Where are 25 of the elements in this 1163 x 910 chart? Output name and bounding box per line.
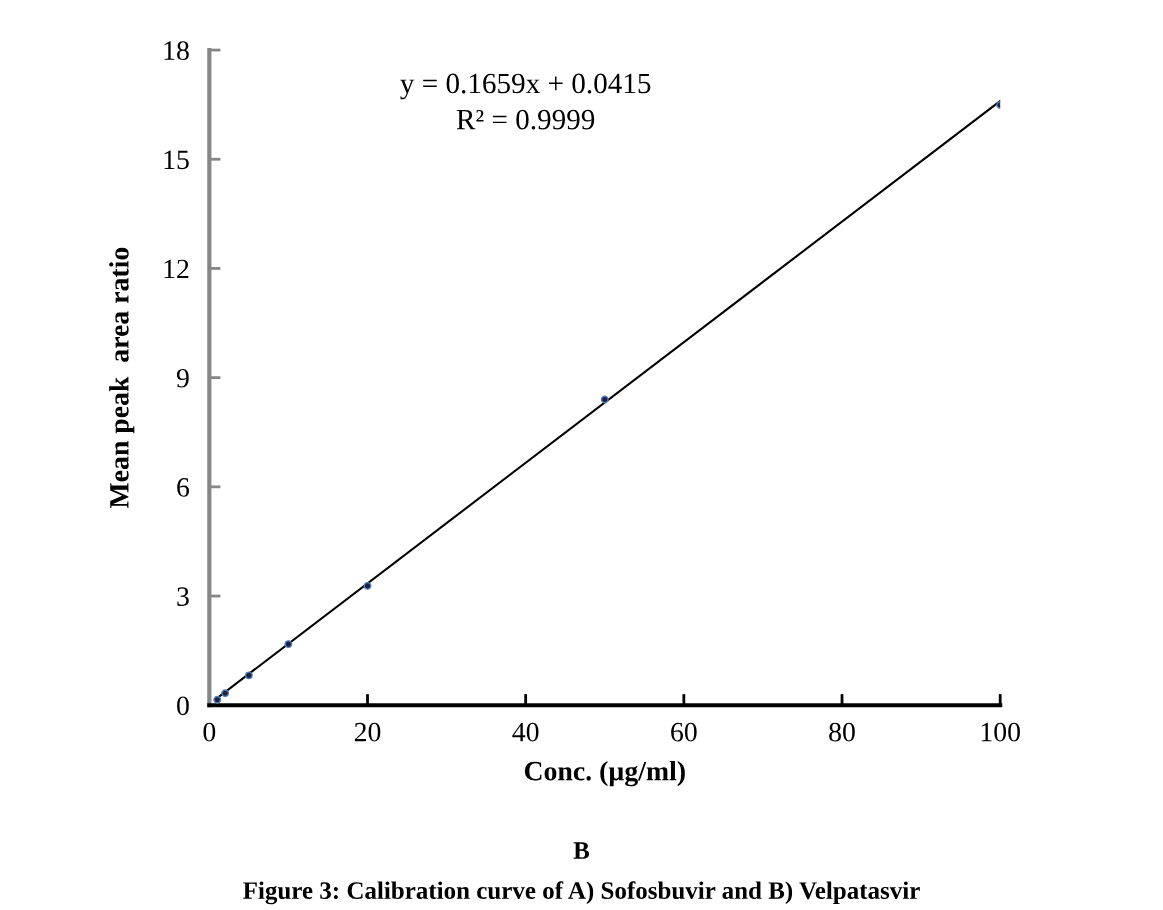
- annotation: R² = 0.9999: [456, 109, 595, 130]
- point: [284, 640, 293, 649]
- x-tick-label: 60: [671, 722, 697, 742]
- point: [244, 671, 253, 680]
- point: [221, 689, 230, 698]
- y-tick-label: 9: [176, 368, 189, 388]
- annotation: y = 0.1659x + 0.0415: [400, 73, 651, 100]
- y-tick-label: 0: [177, 696, 189, 716]
- x-tick-label: 40: [512, 722, 539, 742]
- point: [600, 395, 609, 404]
- y-tick-label: 18: [164, 41, 189, 60]
- x-tick-label: 80: [829, 722, 855, 742]
- caption: Figure 3: Calibration curve of A) Sofosbuvir and B) Velpatasvir: [243, 881, 920, 905]
- text: B: [573, 842, 590, 859]
- y-tick-label: 15: [164, 150, 189, 170]
- point: [363, 581, 372, 590]
- y-tick-label: 6: [177, 478, 190, 497]
- x-tick-label: 20: [354, 722, 381, 742]
- y-tick-label: 3: [177, 587, 189, 606]
- y-tick-label: 12: [164, 259, 189, 279]
- x-tick-label: 100: [981, 722, 1020, 742]
- y-axis-title: Mean peak area ratio: [109, 247, 135, 509]
- point: [213, 695, 222, 704]
- x-tick-label: 0: [203, 722, 216, 742]
- x-axis-title: Conc. (µg/ml): [524, 760, 685, 787]
